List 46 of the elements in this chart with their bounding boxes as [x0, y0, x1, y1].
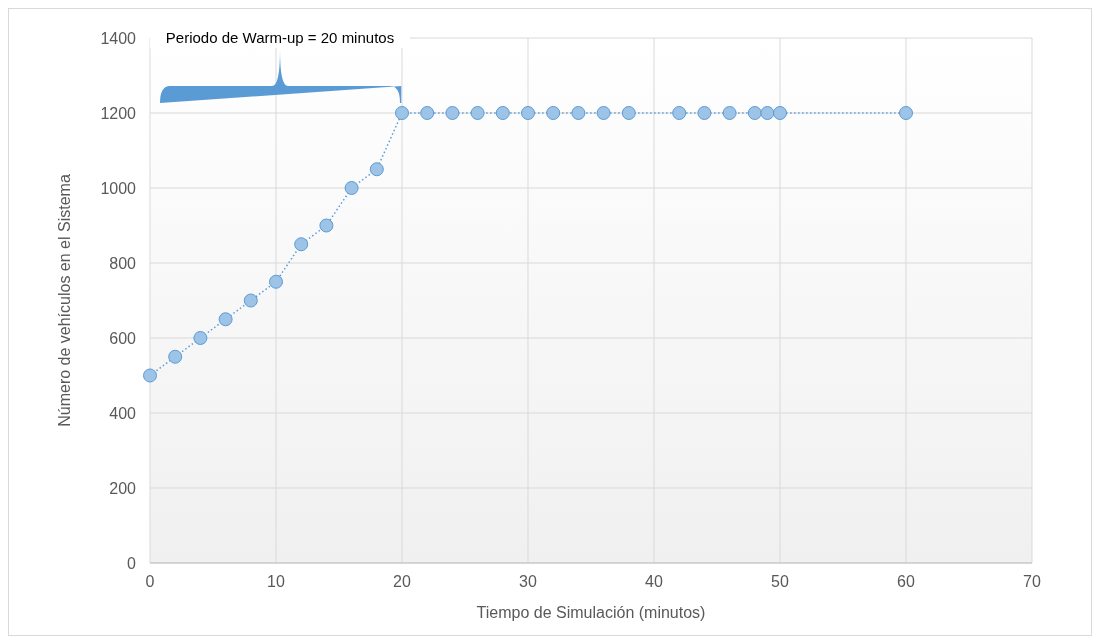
x-tick-label: 50 [771, 573, 789, 590]
x-tick-label: 60 [897, 573, 915, 590]
y-tick-label: 1200 [100, 105, 137, 122]
point [773, 106, 787, 120]
point [445, 106, 460, 120]
x-tick-label: 20 [393, 573, 411, 590]
y-tick-label: 200 [109, 480, 137, 497]
point [760, 106, 775, 120]
y-tick-label: 400 [109, 405, 137, 422]
point [470, 106, 485, 120]
x-tick-label: 70 [1023, 573, 1041, 590]
point [571, 106, 586, 120]
point [143, 368, 157, 383]
point [722, 106, 737, 120]
point [899, 106, 913, 120]
y-axis-title: Número de vehículos en el Sistema [56, 174, 73, 427]
y-tick-label: 1400 [100, 30, 137, 47]
x-tick-label: 30 [519, 573, 537, 590]
point [596, 106, 611, 120]
point [344, 181, 359, 195]
point [243, 293, 258, 308]
point [218, 312, 233, 327]
point [672, 106, 687, 120]
point [495, 106, 510, 120]
y-tick-label: 800 [109, 255, 137, 272]
point [395, 106, 409, 120]
point [747, 106, 762, 120]
x-tick-label: 0 [145, 573, 155, 590]
x-axis-title: Tiempo de Simulación (minutos) [476, 604, 706, 621]
point [546, 106, 561, 120]
y-tick-label: 600 [109, 330, 137, 347]
point [193, 331, 208, 345]
y-tick-label: 1000 [100, 180, 137, 197]
x-tick-label: 10 [267, 573, 285, 590]
point [697, 106, 712, 120]
point [521, 106, 535, 120]
y-tick-label: 0 [127, 555, 137, 572]
point [269, 274, 283, 289]
point [621, 106, 636, 120]
x-tick-label: 40 [645, 573, 663, 590]
point [294, 237, 309, 252]
point [319, 218, 334, 233]
point [369, 162, 384, 177]
point [420, 106, 435, 120]
point [168, 349, 183, 364]
annotation: Periodo de Warm-up = 20 minutos [165, 29, 395, 46]
